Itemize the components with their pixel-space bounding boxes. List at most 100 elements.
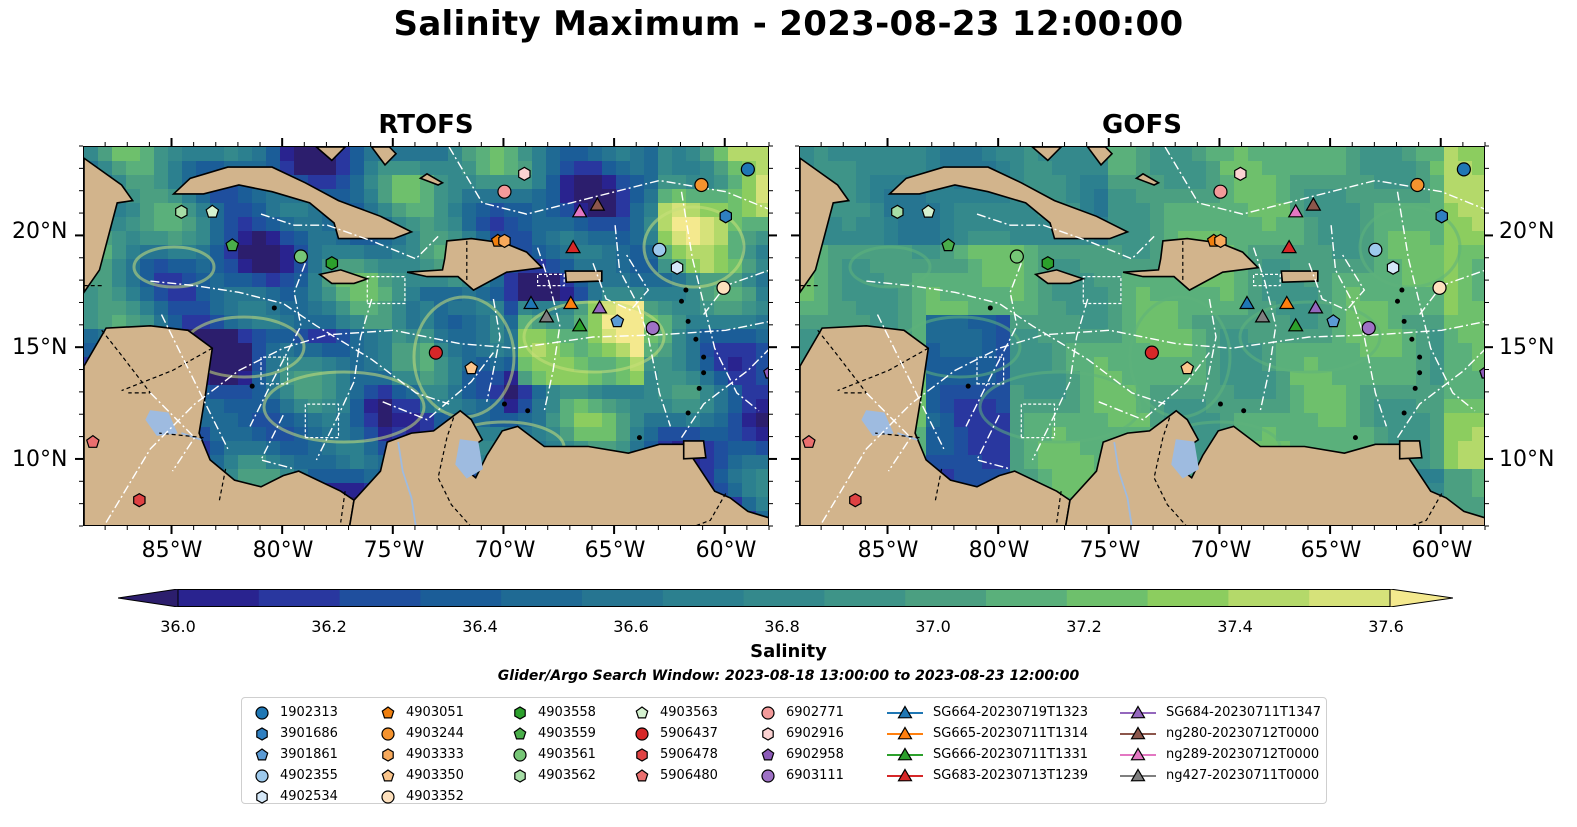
marker-4903352[interactable]: [1432, 280, 1447, 295]
marker-SG666-20230711T1331[interactable]: [1287, 317, 1304, 332]
marker-4903352[interactable]: [716, 280, 731, 295]
marker-4903333[interactable]: [1214, 233, 1227, 249]
legend-label: ng280-20230712T0000: [1166, 726, 1320, 741]
colorbar-bin: [743, 589, 825, 607]
lon-label-70w-rtofs: 70°W: [474, 538, 536, 563]
legend-label: 4903333: [406, 747, 464, 762]
marker-SG684-20230711T1347[interactable]: [591, 299, 608, 314]
legend-line-triangle-icon: [887, 746, 923, 760]
land-bahamas3: [1134, 172, 1161, 186]
legend-label: SG666-20230711T1331: [933, 747, 1089, 762]
marker-1902313[interactable]: [1456, 162, 1471, 177]
legend-pentagon-icon: [635, 768, 649, 781]
land-bahamas1: [315, 147, 347, 162]
marker-4903559[interactable]: [941, 238, 956, 252]
marker-3901686[interactable]: [719, 209, 733, 224]
marker-4903562[interactable]: [891, 204, 904, 219]
marker-4903563[interactable]: [921, 204, 936, 218]
colorbar-bin: [178, 589, 260, 607]
marker-SG683-20230713T1239[interactable]: [1281, 239, 1298, 254]
marker-3901686[interactable]: [1435, 209, 1449, 224]
marker-4903350[interactable]: [464, 361, 479, 375]
marker-4903561[interactable]: [1009, 249, 1024, 264]
marker-SG664-20230719T1323[interactable]: [523, 295, 539, 310]
marker-4902355[interactable]: [652, 242, 667, 257]
land-central: [84, 157, 135, 294]
marker-ng427-20230711T0000[interactable]: [538, 308, 555, 323]
country-border: [340, 491, 346, 523]
marker-6902771[interactable]: [1213, 184, 1228, 199]
marker-3901861[interactable]: [610, 314, 625, 328]
lon-label-70w-gofs: 70°W: [1190, 538, 1252, 563]
legend-item: 6902958: [760, 744, 844, 765]
marker-SG666-20230711T1331[interactable]: [571, 317, 588, 332]
marker-ng289-20230712T0000[interactable]: [1287, 203, 1304, 218]
lat-label-10n-left: 10°N: [12, 447, 68, 472]
marker-5906478[interactable]: [133, 493, 146, 508]
legend-item: ng289-20230712T0000: [1120, 744, 1321, 765]
marker-4903562[interactable]: [175, 204, 188, 219]
marker-SG665-20230711T1314[interactable]: [562, 295, 579, 310]
marker-4902534[interactable]: [1386, 260, 1400, 275]
map-panel-rtofs[interactable]: [83, 146, 769, 526]
lon-label-85w-gofs: 85°W: [857, 538, 919, 563]
marker-4903244[interactable]: [1410, 177, 1425, 193]
marker-4903558[interactable]: [325, 256, 339, 271]
marker-5906437[interactable]: [428, 345, 443, 360]
marker-4903559[interactable]: [225, 238, 240, 252]
land-central: [800, 157, 851, 294]
marker-4903558[interactable]: [1041, 256, 1055, 271]
legend-item: 4902355: [254, 765, 338, 786]
colorbar-bin: [1228, 589, 1310, 607]
marker-5906480[interactable]: [85, 434, 100, 448]
map-panel-gofs[interactable]: [799, 146, 1485, 526]
marker-ng289-20230712T0000[interactable]: [571, 203, 588, 218]
legend-pentagon-icon: [381, 768, 395, 781]
marker-6903111[interactable]: [1361, 320, 1376, 336]
country-border: [934, 468, 943, 503]
legend-pentagon-icon: [761, 747, 775, 760]
marker-SG664-20230719T1323[interactable]: [1239, 295, 1255, 310]
marker-4902355[interactable]: [1368, 242, 1383, 257]
colorbar-tick-37-0: 37.0: [915, 617, 951, 636]
marker-ng427-20230711T0000[interactable]: [1254, 308, 1271, 323]
marker-5906478[interactable]: [849, 493, 862, 508]
legend-line-triangle-icon: [1120, 725, 1156, 739]
colorbar-tick-36-8: 36.8: [764, 617, 800, 636]
legend-label: SG665-20230711T1314: [933, 726, 1089, 741]
marker-6902958[interactable]: [1479, 366, 1485, 379]
lon-label-60w-gofs: 60°W: [1411, 538, 1473, 563]
marker-6902916[interactable]: [1234, 166, 1247, 181]
lat-label-20n-left: 20°N: [12, 219, 68, 244]
legend-column: 6902771 6902916 6902958 6903111: [760, 702, 844, 786]
marker-SG683-20230713T1239[interactable]: [565, 239, 582, 254]
marker-6902916[interactable]: [518, 166, 531, 181]
marker-ng280-20230712T0000[interactable]: [1305, 196, 1322, 211]
map-canvas[interactable]: [84, 147, 769, 526]
marker-4903244[interactable]: [694, 177, 709, 193]
marker-6902958[interactable]: [763, 366, 769, 379]
legend-circle-icon: [761, 768, 775, 783]
protected-area: [1253, 273, 1281, 287]
marker-5906437[interactable]: [1144, 345, 1159, 360]
marker-4903350[interactable]: [1180, 361, 1195, 375]
marker-3901861[interactable]: [1326, 314, 1341, 328]
marker-6903111[interactable]: [645, 320, 660, 336]
marker-4903561[interactable]: [293, 249, 308, 264]
marker-1902313[interactable]: [740, 162, 755, 177]
marker-4903333[interactable]: [498, 233, 511, 249]
country-border: [1412, 493, 1443, 525]
map-canvas[interactable]: [800, 147, 1485, 526]
legend-hexagon-icon: [256, 789, 268, 804]
marker-5906480[interactable]: [801, 434, 816, 448]
colorbar-bin: [905, 589, 987, 607]
marker-SG684-20230711T1347[interactable]: [1307, 299, 1324, 314]
marker-6902771[interactable]: [497, 184, 512, 199]
marker-4902534[interactable]: [670, 260, 684, 275]
marker-4903563[interactable]: [205, 204, 220, 218]
legend-circle-icon: [513, 747, 527, 762]
marker-SG665-20230711T1314[interactable]: [1278, 295, 1295, 310]
marker-ng280-20230712T0000[interactable]: [589, 196, 606, 211]
legend-label: 4903350: [406, 768, 464, 783]
